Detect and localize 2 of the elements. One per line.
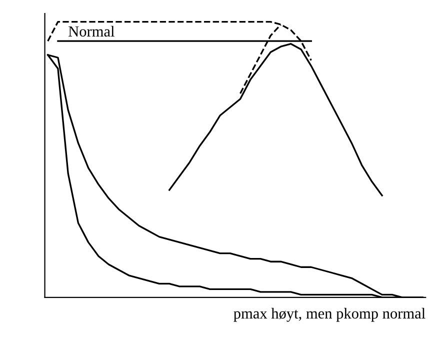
series-label: Normal — [68, 26, 114, 37]
x-axis-title: pmax høyt, men pkomp normal — [234, 308, 426, 322]
